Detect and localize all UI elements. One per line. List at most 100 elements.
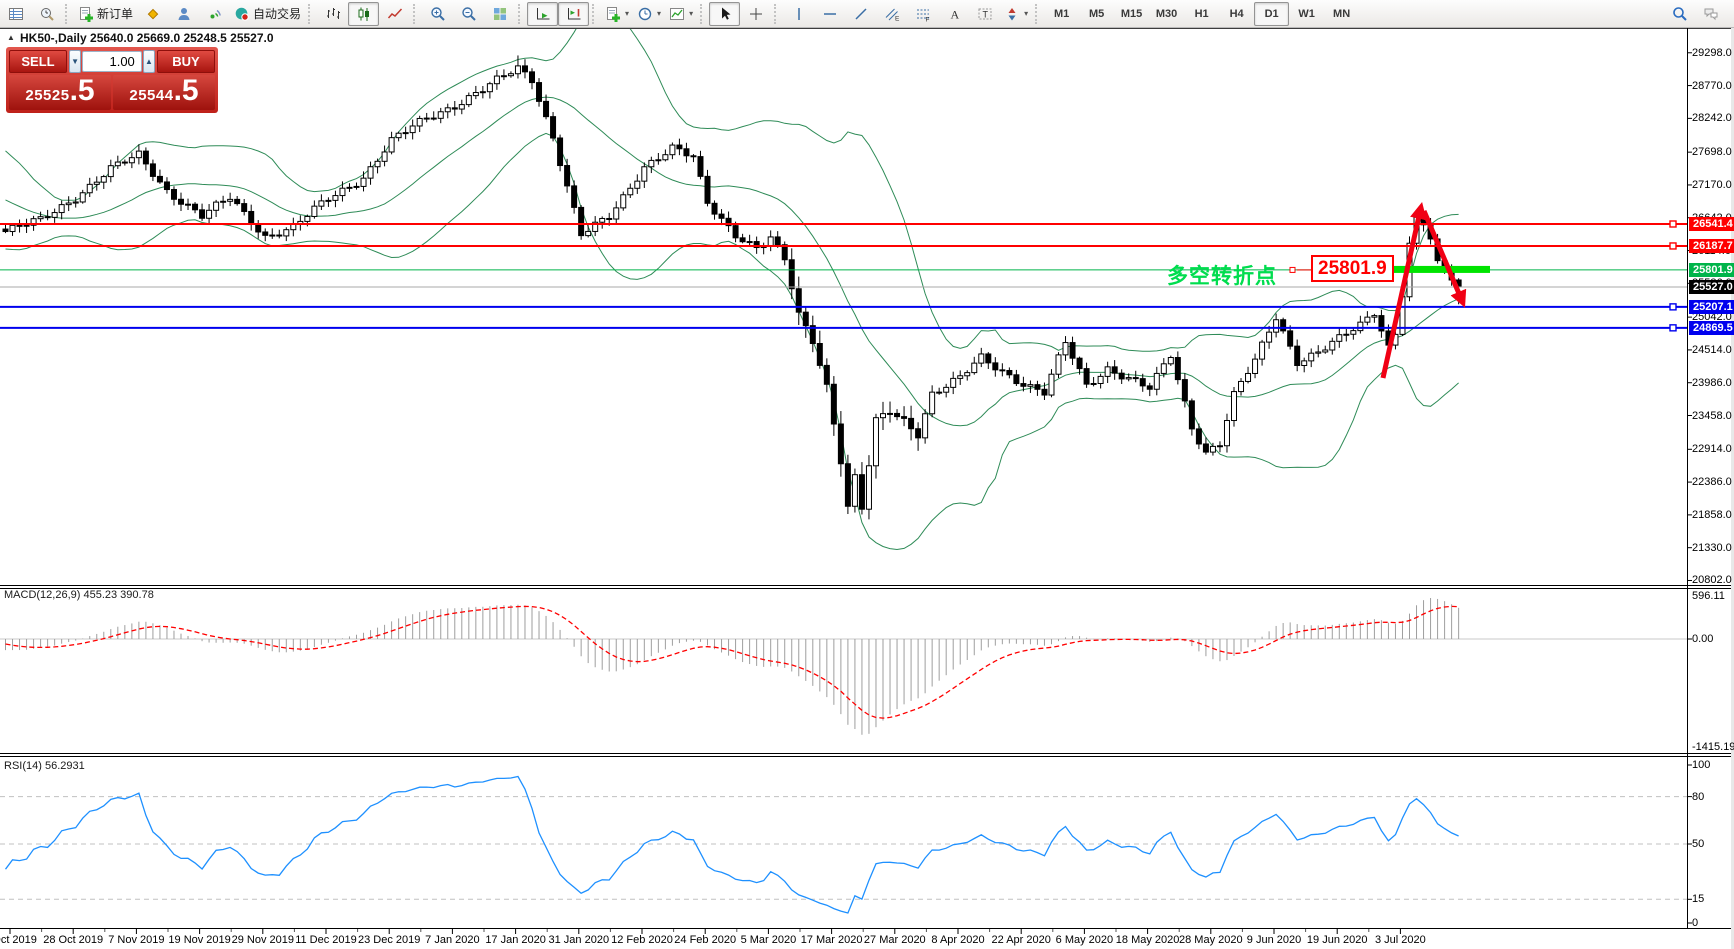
date-axis-label: 28 May 2020 [1178, 934, 1243, 946]
svg-text:A: A [950, 7, 959, 21]
main-chart-plot[interactable] [2, 10, 1462, 551]
price-axis-tick: 20802.0 [1692, 574, 1732, 587]
timeframe-w1-button[interactable]: W1 [1298, 7, 1315, 20]
timeframe-m5-button[interactable]: M5 [1088, 7, 1105, 20]
turning-point-annotation[interactable]: 多空转折点 [1167, 265, 1277, 288]
text-label-icon: T [977, 6, 993, 22]
fibonacci-button[interactable]: F [907, 2, 938, 26]
auto-scroll-icon [535, 6, 551, 22]
macd-axis-max: 596.11 [1692, 590, 1725, 602]
bollinger-middle-band [5, 96, 1459, 427]
trendline-button[interactable] [845, 2, 876, 26]
price-level-label: 24869.5 [1689, 320, 1734, 335]
timeframe-m30-button[interactable]: M30 [1155, 7, 1178, 20]
volume-input[interactable] [82, 51, 142, 72]
date-axis-label: 23 Dec 2019 [357, 934, 421, 946]
sell-button[interactable]: SELL [9, 50, 67, 73]
indicators-dropdown-icon[interactable]: ▾ [625, 9, 630, 18]
rsi-panel[interactable] [0, 775, 1687, 914]
zoom-out-icon [461, 6, 477, 22]
volume-increase-button[interactable]: ▲ [142, 50, 155, 73]
indicators-button[interactable]: ▾ [601, 2, 633, 26]
crosshair-button[interactable] [740, 2, 771, 26]
search-button[interactable] [1664, 2, 1695, 26]
periods-dropdown-icon[interactable]: ▾ [657, 9, 662, 18]
chart-shift-button[interactable] [558, 1, 590, 26]
date-axis-label: 22 Apr 2020 [991, 934, 1051, 946]
up-trend-arrow[interactable] [1380, 202, 1427, 379]
price-level-label: 25527.0 [1689, 280, 1734, 294]
date-axis-label: 19 Nov 2019 [168, 934, 231, 946]
line-chart-button[interactable] [379, 2, 410, 26]
price-axis-tick: 24514.0 [1692, 343, 1732, 356]
macd-panel[interactable] [0, 598, 1687, 735]
date-axis-label: 5 Mar 2020 [740, 934, 797, 946]
indicators-icon [605, 6, 621, 22]
equidistant-channel-icon: E [884, 6, 900, 22]
timeframe-mn-button[interactable]: MN [1333, 7, 1351, 20]
timeframe-h1-button[interactable]: H1 [1194, 7, 1209, 20]
rsi-axis-label: 50 [1692, 838, 1705, 850]
auto-scroll-button[interactable] [527, 1, 559, 26]
cursor-button[interactable] [709, 1, 741, 26]
signals-button[interactable] [199, 2, 230, 26]
equidistant-channel-button[interactable]: E [876, 2, 907, 26]
search-icon [1672, 6, 1688, 22]
templates-dropdown-icon[interactable]: ▾ [689, 9, 694, 18]
toolbar-right-group [1664, 2, 1726, 26]
svg-text:F: F [925, 16, 929, 22]
date-axis-label: 12 Feb 2020 [611, 934, 673, 946]
date-axis-label: 18 May 2020 [1115, 934, 1180, 946]
date-axis-label: 7 Nov 2019 [108, 934, 165, 946]
buy-button[interactable]: BUY [157, 50, 215, 73]
vertical-line-button[interactable] [783, 2, 814, 26]
timeframe-d1-button[interactable]: D1 [1254, 1, 1290, 26]
date-axis-label: 17 Mar 2020 [800, 934, 863, 946]
timeframe-h4-button[interactable]: H4 [1229, 7, 1244, 20]
arrows-button[interactable]: ▾ [1000, 2, 1032, 26]
volume-decrease-button[interactable]: ▼ [69, 50, 82, 73]
periods-icon [637, 6, 653, 22]
rsi-line [4, 775, 1459, 914]
crosshair-icon [748, 6, 764, 22]
chart-title: HK50-,Daily 25640.0 25669.0 25248.5 2552… [20, 31, 274, 45]
arrows-dropdown-icon[interactable]: ▾ [1024, 9, 1029, 18]
buy-price-display[interactable]: 25544.5 [113, 75, 215, 110]
price-axis-tick: 27698.0 [1692, 146, 1732, 159]
zoom-in-button[interactable] [422, 2, 453, 26]
date-axis-label: 17 Jan 2020 [485, 934, 546, 946]
data-window-button[interactable] [31, 2, 62, 26]
one-click-collapse-icon[interactable]: ▲ [7, 33, 15, 42]
toolbar-separator [413, 3, 418, 24]
text-label-button[interactable]: T [969, 2, 1000, 26]
strategy-tester-button[interactable] [168, 2, 199, 26]
price-axis-tick: 23986.0 [1692, 376, 1732, 389]
horizontal-line-button[interactable] [814, 2, 845, 26]
chat-button[interactable] [1695, 2, 1726, 26]
rsi-axis-label: 0 [1692, 917, 1699, 929]
auto-trading-button[interactable]: 自动交易 [230, 2, 305, 26]
bar-chart-button[interactable] [317, 2, 348, 26]
date-axis-label: 24 Feb 2020 [674, 934, 737, 946]
zoom-out-button[interactable] [453, 2, 484, 26]
timeframe-m1-button[interactable]: M1 [1053, 7, 1070, 20]
trendline-icon [853, 6, 869, 22]
candlestick-chart-button[interactable] [348, 1, 380, 26]
rsi-axis-label: 100 [1692, 759, 1711, 771]
price-flag-annotation[interactable]: 25801.9 [1311, 255, 1394, 282]
auto-trading-icon [234, 6, 250, 22]
market-watch-button[interactable] [0, 2, 31, 26]
metaeditor-button[interactable] [137, 2, 168, 26]
highlight-segment[interactable] [1392, 265, 1490, 273]
date-axis-label: 3 Jul 2020 [1375, 934, 1426, 946]
down-trend-arrow[interactable] [1421, 210, 1467, 308]
timeframe-m15-button[interactable]: M15 [1120, 7, 1143, 20]
templates-button[interactable]: ▾ [665, 2, 697, 26]
text-button[interactable]: A [938, 2, 969, 26]
tile-windows-button[interactable] [484, 2, 515, 26]
arrows-icon [1004, 6, 1020, 22]
sell-price-display[interactable]: 25525.5 [9, 75, 111, 110]
periods-button[interactable]: ▾ [633, 2, 665, 26]
new-order-button[interactable]: 新订单 [74, 2, 137, 26]
